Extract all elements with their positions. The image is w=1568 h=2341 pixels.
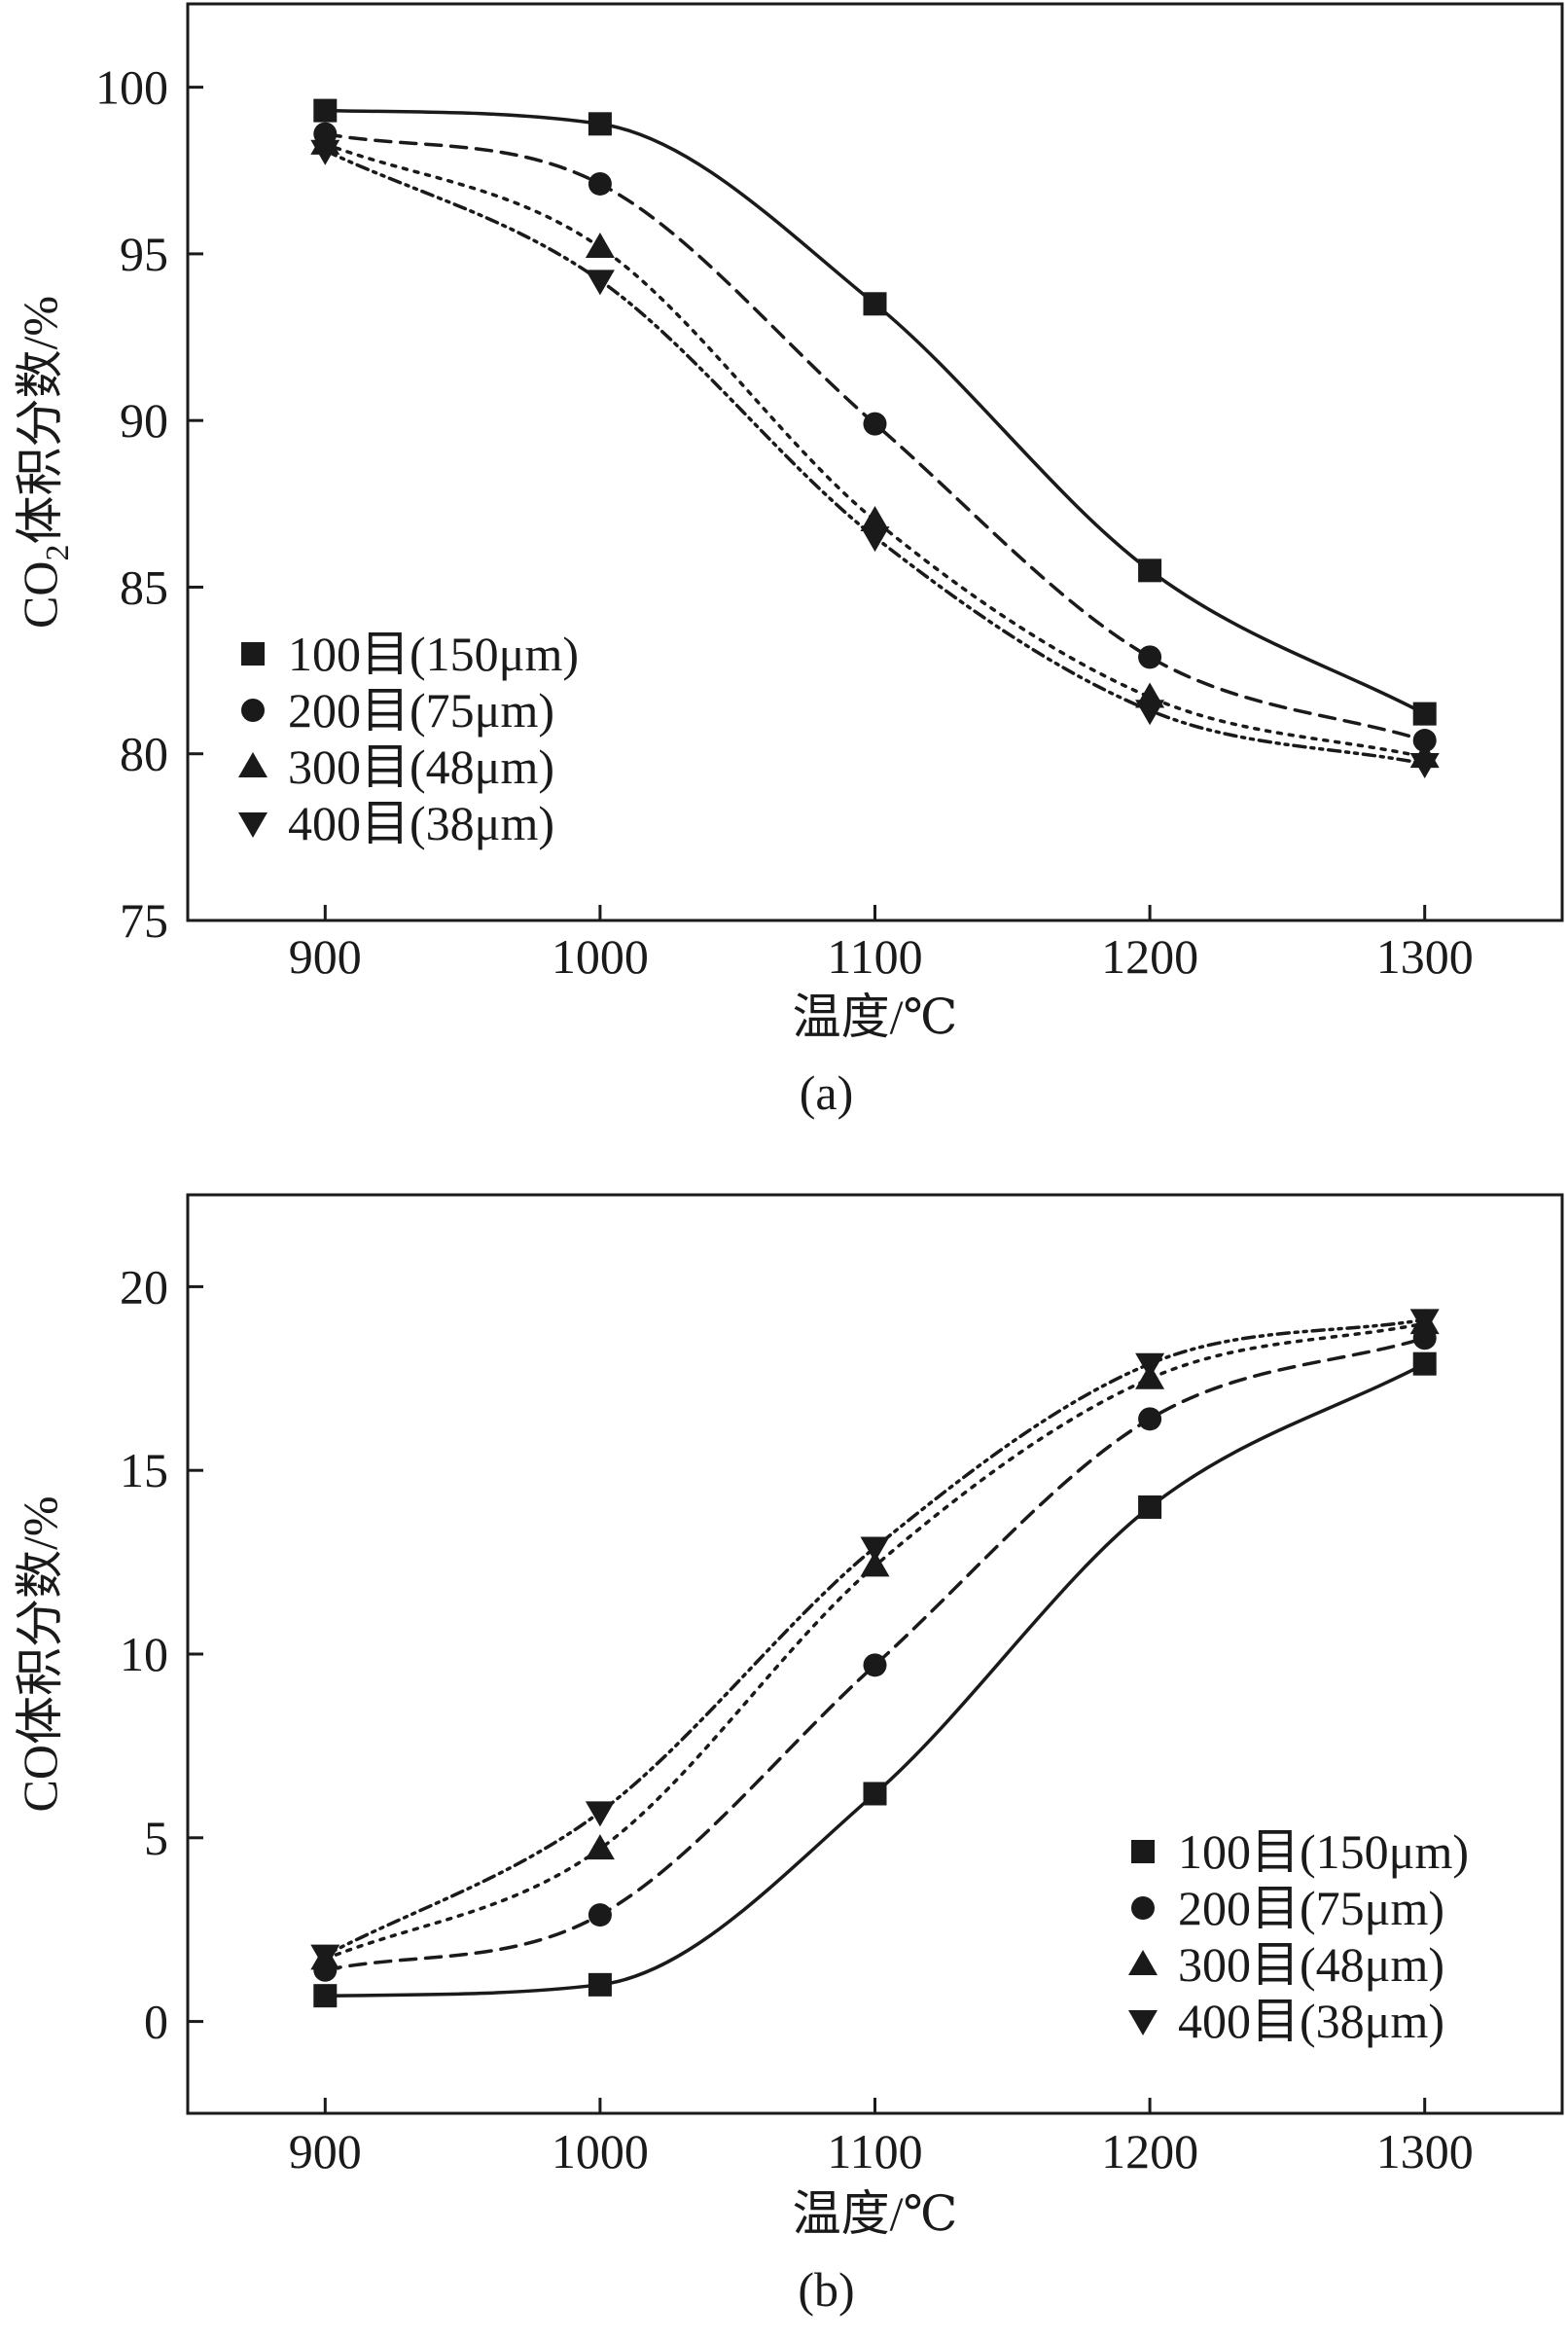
series-square [313,1351,1437,2008]
legend: 100目(150μm)200目(75μm)300目(48μm)400目(38μm… [238,627,579,850]
legend-label: 100目(150μm) [288,627,579,681]
legend-label: 100目(150μm) [1178,1824,1469,1879]
data-point [588,171,612,196]
data-point [588,1972,612,1997]
data-point [863,412,887,436]
series-triangle-down [310,1309,1440,1970]
series-line [323,108,1427,716]
series-square [313,98,1437,726]
y-axis-title: CO体积分数/% [13,1496,67,1813]
data-point [1412,702,1437,726]
legend-marker [241,699,265,722]
x-tick-label: 1200 [1101,2124,1198,2179]
x-tick-label: 1100 [827,929,922,984]
data-point [313,1984,338,2008]
chart-panel-a: 75 80 85 90 95 100 900 1000 1100 1200 1300 温度/℃ CO2体… [13,2,1564,1120]
x-axis-title: 温度/℃ [793,990,958,1044]
y-axis-title-main: CO [13,561,67,629]
data-point [863,1653,887,1677]
series-triangle-down [310,139,1440,779]
y-axis-title-subscript: 2 [40,545,76,561]
data-point [585,1801,615,1827]
data-point [585,233,615,259]
legend-marker [1131,1896,1155,1920]
data-point [1409,1309,1440,1335]
data-point [860,505,890,531]
legend: 100目(150μm)200目(75μm)300目(48μm)400目(38μm… [1128,1824,1469,2048]
data-point [1409,753,1440,779]
y-tick-label: 85 [120,559,168,614]
legend-label: 300目(48μm) [288,739,554,794]
data-point [1138,1495,1162,1519]
y-tick-label: 100 [95,60,168,115]
data-point [863,292,887,316]
y-tick-label: 15 [120,1443,168,1497]
legend-marker [238,752,267,777]
data-point [310,139,340,165]
data-point [585,270,615,296]
legend-marker [1128,2010,1158,2035]
data-point [1135,1352,1165,1379]
data-point [860,1551,890,1577]
y-tick-label: 0 [144,1995,168,2049]
y-axis-title-rest: 体积分数/% [13,296,67,545]
y-tick-label: 20 [120,1259,168,1314]
x-tick-label: 1300 [1376,929,1474,984]
legend-marker [1128,1950,1158,1975]
y-tick-label: 95 [120,227,168,281]
data-point [1138,1407,1162,1431]
y-tick-label: 5 [144,1811,168,1865]
x-tick-label: 1000 [552,929,649,984]
x-tick-label: 1300 [1376,2124,1474,2179]
data-point [1138,645,1162,669]
panel-caption: (b) [798,2262,854,2317]
series-line [323,148,1427,766]
data-point [588,112,612,136]
legend-marker [238,812,267,838]
legend-label: 200目(75μm) [288,683,554,738]
y-tick-label: 80 [120,727,168,781]
data-point [585,1834,615,1860]
data-point [1135,700,1165,726]
data-point [313,98,338,123]
x-tick-label: 900 [289,929,362,984]
data-point [588,1903,612,1927]
x-tick-label: 1100 [827,2124,922,2179]
x-tick-label: 1200 [1101,929,1198,984]
y-tick-label: 90 [120,393,168,448]
data-point [863,1782,887,1806]
data-point [1138,558,1162,583]
legend-marker [1131,1840,1155,1863]
legend-label: 400目(38μm) [1178,1994,1444,2048]
legend-label: 200目(75μm) [1178,1881,1444,1935]
legend-label: 400目(38μm) [288,796,554,850]
y-axis-title: CO2体积分数/% [13,296,76,629]
legend-marker [241,642,265,666]
y-axis-title-main: CO体积分数/% [13,1496,67,1813]
x-axis-title: 温度/℃ [793,2186,958,2241]
x-tick-label: 900 [289,2124,362,2179]
data-point [1412,1351,1437,1376]
chart-panel-b: 0 5 10 15 20 900 1000 1100 1200 1300 温度/℃ CO体积分数/% (… [13,1193,1564,2317]
y-tick-label: 75 [120,893,168,948]
data-point [860,1536,890,1563]
data-point [310,1944,340,1970]
x-tick-label: 1000 [552,2124,649,2179]
legend-label: 300目(48μm) [1178,1937,1444,1992]
y-tick-label: 10 [120,1627,168,1681]
data-point [860,526,890,553]
data-point [1412,729,1437,753]
panel-caption: (a) [800,1065,854,1120]
